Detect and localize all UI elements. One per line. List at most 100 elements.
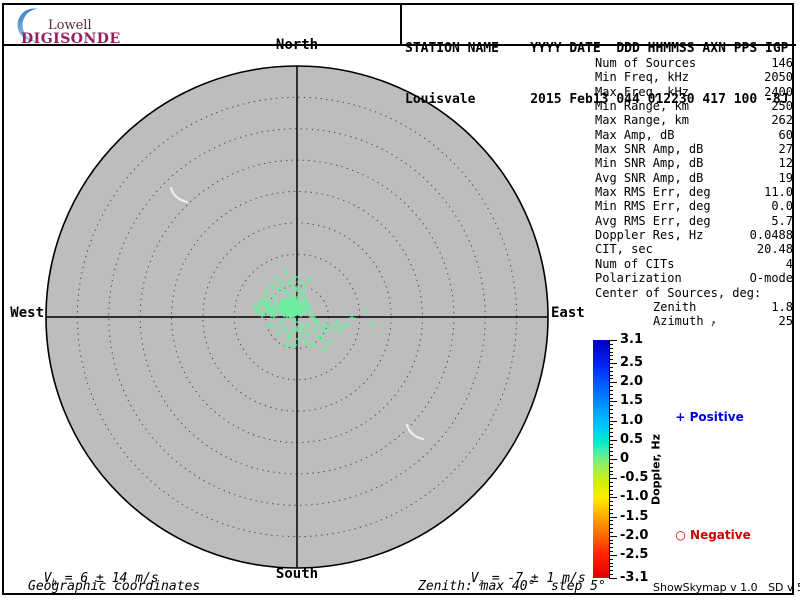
stat-label: Max Amp, dB bbox=[595, 128, 674, 142]
colorbar-tick bbox=[609, 570, 613, 571]
stat-row: Min Freq, kHz 2050 bbox=[595, 70, 793, 84]
stat-value: 25 bbox=[779, 314, 793, 328]
negative-doppler-legend: ○ Negative bbox=[667, 514, 751, 542]
stat-label: Polarization bbox=[595, 271, 682, 285]
colorbar-tick bbox=[609, 474, 613, 475]
colorbar-tick bbox=[609, 394, 613, 395]
colorbar-tick bbox=[609, 340, 617, 341]
compass-east-label: East bbox=[551, 305, 591, 321]
colorbar-tick bbox=[609, 467, 613, 468]
stat-value: O-mode bbox=[750, 271, 793, 285]
colorbar-tick bbox=[609, 428, 613, 429]
colorbar-tick bbox=[609, 355, 613, 356]
stat-value: 2400 bbox=[764, 85, 793, 99]
stat-row: Min SNR Amp, dB12 bbox=[595, 156, 793, 170]
colorbar-tick bbox=[609, 417, 613, 418]
negative-legend-label: Negative bbox=[686, 528, 751, 542]
colorbar-tick-label: 3.1 bbox=[620, 332, 643, 347]
stat-label: Center of Sources, deg: bbox=[595, 286, 761, 300]
colorbar-tick bbox=[609, 540, 613, 541]
compass-north-label: North bbox=[272, 37, 322, 53]
colorbar-gradient bbox=[593, 340, 609, 578]
stat-row: Center of Sources, deg: bbox=[595, 286, 793, 300]
stat-label: Min Freq, kHz bbox=[595, 70, 689, 84]
stat-row: Avg RMS Err, deg5.7 bbox=[595, 214, 793, 228]
compass-south-label: South bbox=[272, 566, 322, 582]
positive-doppler-legend: + Positive bbox=[667, 396, 744, 424]
stat-label: Azimuth ↑ bbox=[595, 314, 716, 328]
colorbar-tick-label: -1.5 bbox=[620, 509, 648, 524]
colorbar-tick bbox=[609, 344, 613, 345]
colorbar-tick bbox=[609, 386, 613, 387]
stat-row: Min Range, km 250 bbox=[595, 99, 793, 113]
colorbar-tick bbox=[609, 509, 613, 510]
colorbar-tick bbox=[609, 463, 613, 464]
stat-value: 11.0 bbox=[764, 185, 793, 199]
colorbar-tick-label: 1.5 bbox=[620, 393, 643, 408]
colorbar-tick bbox=[609, 524, 613, 525]
stat-row: Zenith1.8 bbox=[595, 300, 793, 314]
stat-label: Max SNR Amp, dB bbox=[595, 142, 703, 156]
colorbar-tick bbox=[609, 532, 613, 533]
station-header-columns: STATION NAME YYYY DATE DDD HHMMSS AXN PP… bbox=[405, 40, 789, 57]
stat-value: 146 bbox=[771, 56, 793, 70]
stat-value: 19 bbox=[779, 171, 793, 185]
stats-panel: Num of Sources 146 Min Freq, kHz 2050Max Fr… bbox=[595, 56, 793, 329]
colorbar-tick bbox=[609, 551, 613, 552]
colorbar-tick-label: 0.5 bbox=[620, 432, 643, 447]
stat-row: Max Range, km 262 bbox=[595, 113, 793, 127]
colorbar-tick bbox=[609, 520, 613, 521]
colorbar-tick-label: 1.0 bbox=[620, 413, 643, 428]
stat-row: Num of CITs4 bbox=[595, 257, 793, 271]
colorbar-tick bbox=[609, 405, 613, 406]
stat-value: 2050 bbox=[764, 70, 793, 84]
colorbar-tick bbox=[609, 555, 617, 556]
stat-label: Avg SNR Amp, dB bbox=[595, 171, 703, 185]
colorbar-tick bbox=[609, 382, 617, 383]
colorbar-tick bbox=[609, 505, 613, 506]
colorbar-tick bbox=[609, 409, 613, 410]
stat-row: CIT, sec 20.48 bbox=[595, 242, 793, 256]
colorbar-tick-label: -2.5 bbox=[620, 547, 648, 562]
colorbar-tick bbox=[609, 563, 613, 564]
stat-label: CIT, sec bbox=[595, 242, 653, 256]
colorbar-tick bbox=[609, 398, 613, 399]
colorbar-tick bbox=[609, 444, 613, 445]
stat-row: Azimuth ↑ 25 bbox=[595, 314, 793, 328]
stat-value: 250 bbox=[771, 99, 793, 113]
colorbar-tick-label: -3.1 bbox=[620, 570, 648, 585]
colorbar-tick bbox=[609, 482, 613, 483]
circle-marker-icon: ○ bbox=[675, 528, 685, 542]
stat-row: Avg SNR Amp, dB 19 bbox=[595, 171, 793, 185]
stat-value: 0.0488 bbox=[750, 228, 793, 242]
colorbar-tick bbox=[609, 547, 613, 548]
stat-label: Doppler Res, Hz bbox=[595, 228, 703, 242]
colorbar-tick bbox=[609, 559, 613, 560]
colorbar-tick bbox=[609, 486, 613, 487]
colorbar-tick-label: 0 bbox=[620, 451, 629, 466]
stat-value: 60 bbox=[779, 128, 793, 142]
colorbar-tick-label: -2.0 bbox=[620, 528, 648, 543]
stat-label: Max Range, km bbox=[595, 113, 689, 127]
stat-row: Max Freq, kHz2400 bbox=[595, 85, 793, 99]
colorbar-tick-label: -1.0 bbox=[620, 489, 648, 504]
colorbar-tick bbox=[609, 371, 613, 372]
coordinates-note: Geographic coordinates bbox=[28, 579, 200, 594]
positive-legend-label: Positive bbox=[685, 410, 743, 424]
version-text: ShowSkymap v 1.0 SD v 5.1 bbox=[653, 581, 800, 594]
stat-value: 12 bbox=[779, 156, 793, 170]
stat-label: Num of Sources bbox=[595, 56, 696, 70]
stat-value: 262 bbox=[771, 113, 793, 127]
colorbar-tick bbox=[609, 494, 613, 495]
stat-value: 5.7 bbox=[771, 214, 793, 228]
colorbar-tick bbox=[609, 478, 617, 479]
colorbar-tick bbox=[609, 424, 613, 425]
stat-value: 0.0 bbox=[771, 199, 793, 213]
colorbar-tick bbox=[609, 375, 613, 376]
colorbar-tick bbox=[609, 566, 613, 567]
colorbar-tick bbox=[609, 490, 613, 491]
stat-value: 20.48 bbox=[757, 242, 793, 256]
stat-label: Min Range, km bbox=[595, 99, 689, 113]
stat-row: Doppler Res, Hz 0.0488 bbox=[595, 228, 793, 242]
stat-label: Zenith bbox=[595, 300, 696, 314]
